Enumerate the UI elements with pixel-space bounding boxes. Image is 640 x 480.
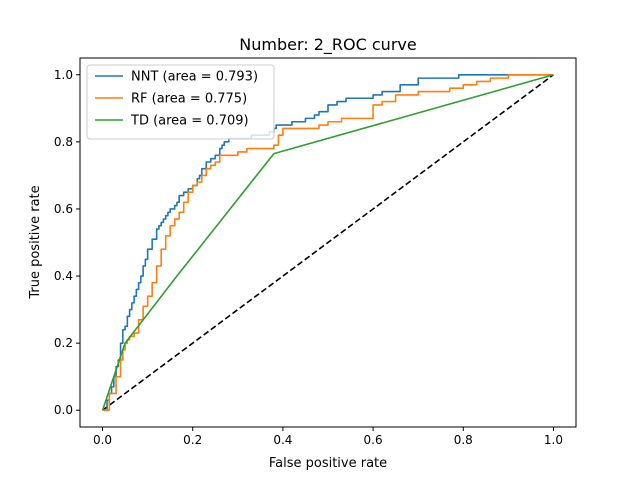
x-tick-label: 0.0 bbox=[93, 433, 112, 447]
legend-entry: TD (area = 0.709) bbox=[130, 114, 249, 129]
legend-entry: NNT (area = 0.793) bbox=[131, 70, 258, 85]
series-line-1 bbox=[102, 73, 554, 412]
y-tick-label: 0.8 bbox=[54, 135, 73, 149]
x-tick-label: 1.0 bbox=[544, 433, 563, 447]
x-tick-label: 0.4 bbox=[273, 433, 292, 447]
series-lines bbox=[101, 73, 554, 412]
legend-box bbox=[86, 64, 275, 140]
plot-area bbox=[101, 73, 554, 412]
x-tick-label: 0.6 bbox=[364, 433, 383, 447]
y-axis-label: True positive rate bbox=[28, 185, 43, 299]
axes: 0.0 0.2 0.4 0.6 0.8 1.0 0.0 0.2 0.4 0.6 0.8 1.0 bbox=[54, 57, 577, 447]
series-line-2 bbox=[101, 74, 554, 411]
y-tick-label: 0.4 bbox=[54, 269, 73, 283]
x-axis-label: False positive rate bbox=[269, 456, 387, 471]
y-tick-label: 0.0 bbox=[54, 403, 73, 417]
y-tick-label: 0.6 bbox=[54, 202, 73, 216]
y-tick-label: 0.2 bbox=[54, 336, 73, 350]
legend-entry: RF (area = 0.775) bbox=[131, 92, 247, 107]
chart-title: Number: 2_ROC curve bbox=[239, 35, 416, 55]
x-tick-label: 0.8 bbox=[454, 433, 473, 447]
legend: NNT (area = 0.793) RF (area = 0.775) TD (a… bbox=[86, 64, 275, 140]
chance-diagonal-line bbox=[102, 74, 554, 411]
y-tick-label: 1.0 bbox=[54, 68, 73, 82]
x-tick-label: 0.2 bbox=[183, 433, 202, 447]
axes-frame bbox=[79, 57, 577, 428]
